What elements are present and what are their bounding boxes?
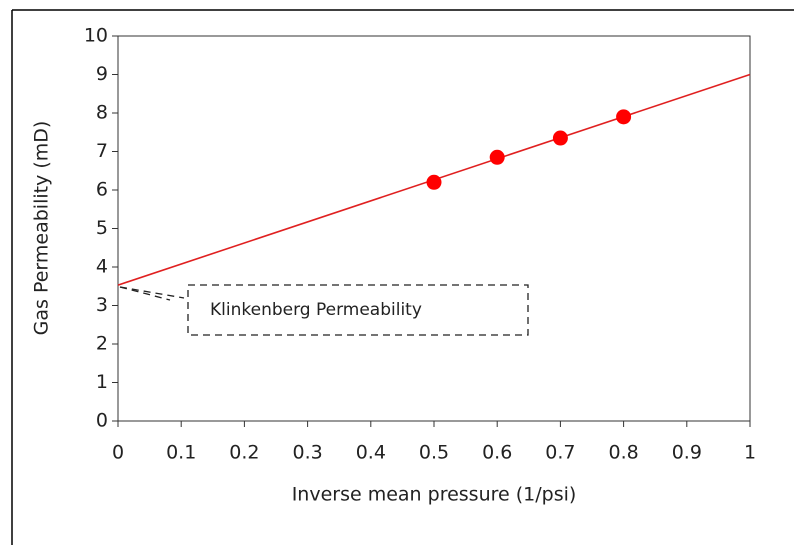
x-tick-label: 0.6 [482,442,512,464]
y-tick-label: 10 [84,25,108,47]
y-tick-label: 7 [96,140,108,162]
x-tick-label: 1 [744,442,756,464]
x-tick-label: 0.7 [545,442,575,464]
x-tick-label: 0.1 [166,442,196,464]
y-tick-label: 2 [96,333,108,355]
annotation-leader [119,286,171,301]
annotation-box [187,284,529,336]
data-point [489,149,505,165]
x-tick-label: 0 [112,442,124,464]
y-tick-label: 0 [96,410,108,432]
x-tick-label: 0.8 [608,442,638,464]
x-tick-label: 0.4 [356,442,386,464]
x-tick-label: 0.5 [419,442,449,464]
y-axis-label: Gas Permeability (mD) [31,121,53,336]
y-tick-label: 4 [96,256,108,278]
annotation-text: Klinkenberg Permeability [210,300,422,320]
y-tick-label: 5 [96,217,108,239]
y-tick-label: 9 [96,63,108,85]
x-tick-label: 0.3 [292,442,322,464]
y-tick-label: 6 [96,179,108,201]
data-point [426,174,442,190]
x-tick-label: 0.2 [229,442,259,464]
y-tick-label: 1 [96,371,108,393]
data-point [552,130,568,146]
y-tick-label: 3 [96,294,108,316]
plot-area [117,35,751,422]
x-axis-label: Inverse mean pressure (1/psi) [292,484,577,506]
annotation-leader [119,286,185,299]
data-point [616,109,632,125]
x-tick-label: 0.9 [672,442,702,464]
y-tick-label: 8 [96,102,108,124]
